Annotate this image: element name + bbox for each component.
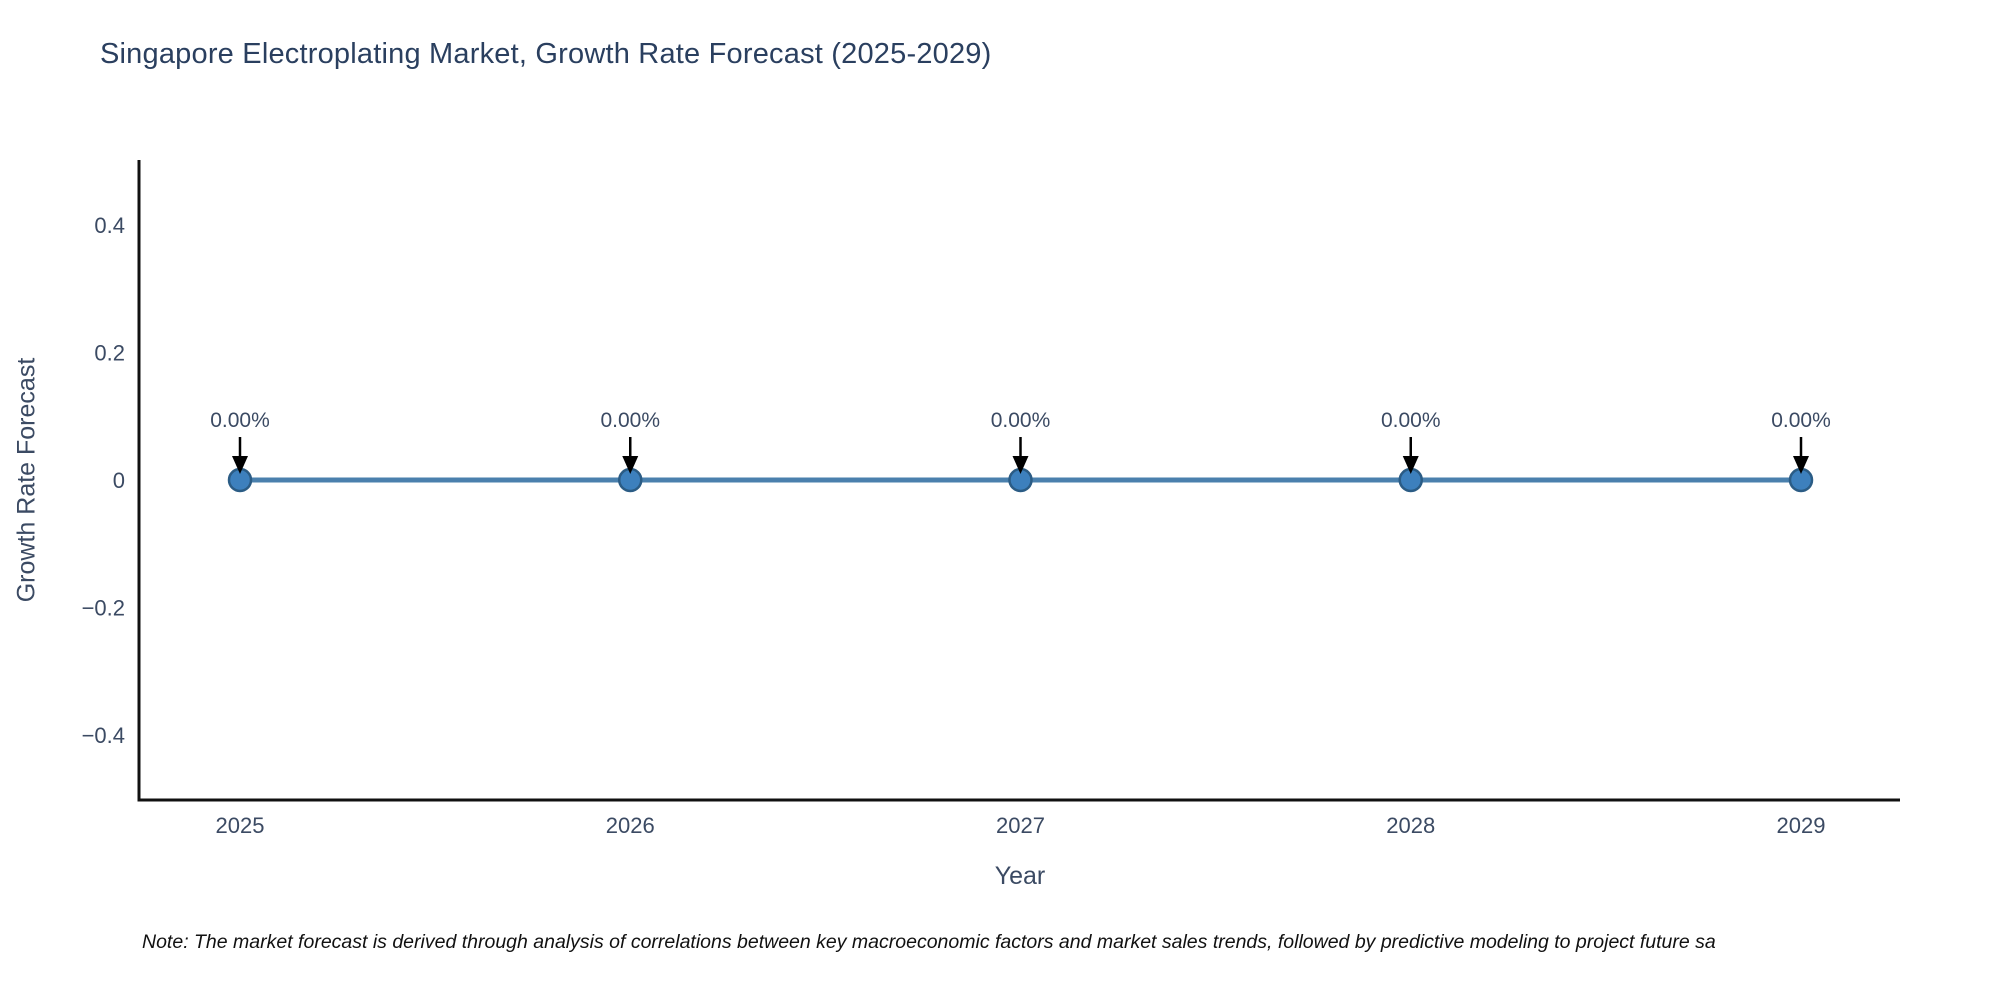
y-tick-label: 0.2 — [94, 341, 125, 366]
annotation-arrowhead — [1402, 456, 1419, 474]
x-tick-label: 2025 — [216, 813, 265, 838]
x-tick-label: 2026 — [606, 813, 655, 838]
footnote: Note: The market forecast is derived thr… — [142, 931, 1716, 953]
chart-title: Singapore Electroplating Market, Growth … — [100, 38, 992, 70]
x-axis-title: Year — [994, 862, 1046, 890]
y-tick-label: 0 — [113, 468, 125, 493]
data-point-label: 0.00% — [1771, 409, 1831, 432]
x-tick-label: 2028 — [1386, 813, 1435, 838]
y-tick-label: −0.2 — [82, 596, 125, 621]
data-point-label: 0.00% — [1381, 409, 1441, 432]
data-point-label: 0.00% — [991, 409, 1051, 432]
y-tick-label: −0.4 — [82, 723, 125, 748]
x-tick-label: 2027 — [996, 813, 1045, 838]
y-tick-label: 0.4 — [94, 213, 125, 238]
annotation-arrowhead — [1793, 456, 1809, 474]
annotation-arrowhead — [232, 456, 248, 474]
annotation-arrowhead — [1012, 456, 1029, 474]
annotation-arrowhead — [622, 456, 639, 474]
x-tick-label: 2029 — [1777, 813, 1826, 838]
data-point-label: 0.00% — [210, 409, 270, 432]
data-point-label: 0.00% — [600, 409, 660, 432]
